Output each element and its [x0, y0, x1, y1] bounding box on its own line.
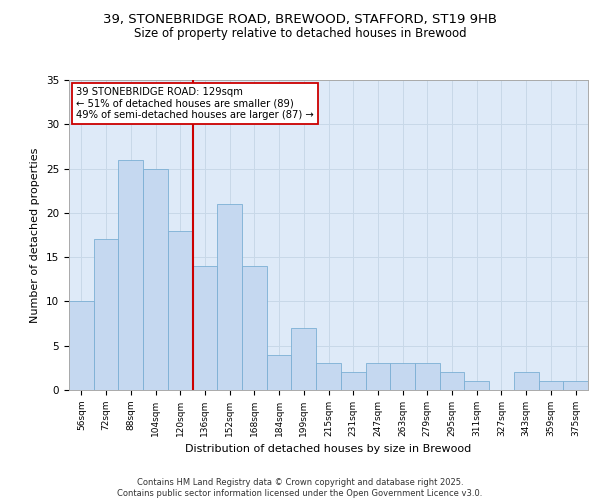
Bar	[514, 372, 539, 390]
Bar	[464, 381, 489, 390]
Bar	[94, 240, 118, 390]
Bar	[69, 302, 94, 390]
Bar	[390, 364, 415, 390]
Bar	[415, 364, 440, 390]
Bar	[341, 372, 365, 390]
Bar	[267, 354, 292, 390]
Bar	[242, 266, 267, 390]
Bar	[168, 230, 193, 390]
Text: Size of property relative to detached houses in Brewood: Size of property relative to detached ho…	[134, 28, 466, 40]
Bar	[292, 328, 316, 390]
Bar	[316, 364, 341, 390]
Bar	[118, 160, 143, 390]
Text: 39 STONEBRIDGE ROAD: 129sqm
← 51% of detached houses are smaller (89)
49% of sem: 39 STONEBRIDGE ROAD: 129sqm ← 51% of det…	[76, 87, 314, 120]
Y-axis label: Number of detached properties: Number of detached properties	[31, 148, 40, 322]
X-axis label: Distribution of detached houses by size in Brewood: Distribution of detached houses by size …	[185, 444, 472, 454]
Text: 39, STONEBRIDGE ROAD, BREWOOD, STAFFORD, ST19 9HB: 39, STONEBRIDGE ROAD, BREWOOD, STAFFORD,…	[103, 12, 497, 26]
Text: Contains HM Land Registry data © Crown copyright and database right 2025.
Contai: Contains HM Land Registry data © Crown c…	[118, 478, 482, 498]
Bar	[143, 168, 168, 390]
Bar	[365, 364, 390, 390]
Bar	[563, 381, 588, 390]
Bar	[539, 381, 563, 390]
Bar	[440, 372, 464, 390]
Bar	[193, 266, 217, 390]
Bar	[217, 204, 242, 390]
